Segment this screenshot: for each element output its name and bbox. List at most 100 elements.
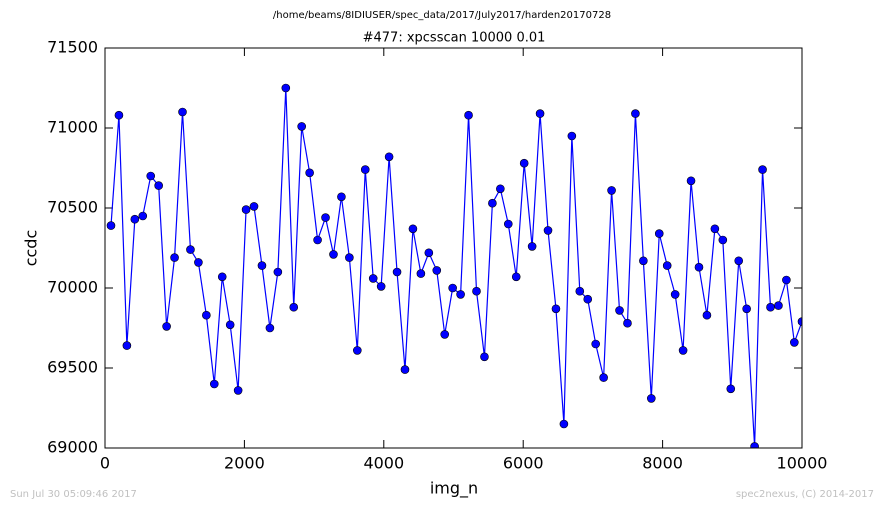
y-axis-label: ccdc xyxy=(22,230,41,267)
data-point xyxy=(790,338,799,347)
data-point xyxy=(241,205,251,214)
chart-title: #477: xpcsscan 10000 0.01 xyxy=(363,31,546,46)
data-point xyxy=(154,181,163,190)
data-point xyxy=(146,171,156,181)
x-tick-label: 2000 xyxy=(224,454,265,473)
data-point xyxy=(567,131,577,141)
data-point xyxy=(750,442,759,448)
data-point xyxy=(456,290,465,299)
data-point xyxy=(527,242,537,251)
data-point xyxy=(551,304,561,314)
data-point xyxy=(496,184,505,194)
data-point xyxy=(321,213,330,222)
data-point xyxy=(194,258,203,267)
data-point xyxy=(503,219,513,229)
data-point xyxy=(639,256,648,266)
data-point xyxy=(519,158,529,168)
data-point xyxy=(170,253,179,262)
x-tick-label: 0 xyxy=(100,454,110,473)
x-tick-label: 4000 xyxy=(363,454,404,473)
data-point xyxy=(408,224,418,234)
data-point xyxy=(265,323,275,333)
data-point xyxy=(209,379,219,389)
series-line xyxy=(110,87,802,447)
data-point xyxy=(678,346,688,355)
data-point xyxy=(766,302,775,312)
y-tick-label: 71500 xyxy=(47,38,98,57)
data-point xyxy=(122,341,132,350)
footer-right: spec2nexus, (C) 2014-2017 xyxy=(736,489,874,500)
data-point xyxy=(297,122,306,131)
x-axis-label: img_n xyxy=(430,479,478,499)
data-point xyxy=(281,83,291,93)
data-point xyxy=(488,198,497,208)
y-tick-label: 71000 xyxy=(47,118,98,137)
data-point xyxy=(647,394,656,403)
data-point xyxy=(440,330,450,339)
data-point xyxy=(591,339,600,349)
data-point xyxy=(702,310,712,320)
data-point xyxy=(782,275,791,285)
data-point xyxy=(392,267,402,277)
data-point xyxy=(217,272,227,282)
data-point xyxy=(400,365,410,374)
data-point xyxy=(345,253,354,262)
data-point xyxy=(313,235,322,245)
data-point xyxy=(225,320,235,330)
y-tick-label: 70000 xyxy=(47,278,98,297)
data-point xyxy=(718,235,728,245)
plot-frame xyxy=(104,47,803,449)
data-point xyxy=(186,245,195,254)
data-point xyxy=(233,386,243,395)
data-point xyxy=(599,373,608,382)
data-point xyxy=(162,322,171,331)
data-point xyxy=(257,261,267,270)
footer-left: Sun Jul 30 05:09:46 2017 xyxy=(10,489,137,500)
data-point xyxy=(376,282,386,291)
data-point xyxy=(797,317,802,326)
data-point xyxy=(337,192,346,202)
data-point xyxy=(686,176,696,186)
data-point xyxy=(559,419,569,429)
x-tick-label: 8000 xyxy=(642,454,683,473)
data-point xyxy=(305,168,314,178)
data-point xyxy=(710,224,720,234)
data-point xyxy=(329,250,338,259)
data-point xyxy=(615,306,624,315)
data-point xyxy=(424,248,434,258)
data-point xyxy=(448,283,457,293)
data-point xyxy=(249,202,259,211)
data-point xyxy=(432,266,442,275)
data-point xyxy=(202,310,211,320)
data-point xyxy=(480,352,489,362)
data-point xyxy=(464,110,473,120)
suptitle: /home/beams/8IDIUSER/spec_data/2017/July… xyxy=(273,10,611,21)
data-point xyxy=(535,109,545,118)
y-tick-label: 69000 xyxy=(47,438,98,457)
data-point xyxy=(114,110,124,120)
data-point xyxy=(511,272,521,282)
y-tick-label: 69500 xyxy=(47,358,98,377)
data-point xyxy=(734,256,744,266)
data-point xyxy=(758,165,767,174)
data-point xyxy=(416,269,426,278)
data-point xyxy=(742,304,751,314)
plot-area xyxy=(106,83,802,448)
data-point xyxy=(368,274,378,283)
data-point xyxy=(289,302,299,312)
data-point xyxy=(472,286,481,296)
x-tick-label: 6000 xyxy=(503,454,544,473)
x-tick-label: 10000 xyxy=(777,454,828,473)
y-tick-label: 70500 xyxy=(47,198,98,217)
data-point xyxy=(178,107,187,117)
data-point xyxy=(138,211,148,221)
data-point xyxy=(575,286,585,296)
data-point xyxy=(353,346,362,355)
data-point xyxy=(662,261,672,270)
data-point xyxy=(583,294,593,304)
data-point xyxy=(654,229,664,238)
data-point xyxy=(631,109,640,118)
data-point xyxy=(694,262,704,272)
